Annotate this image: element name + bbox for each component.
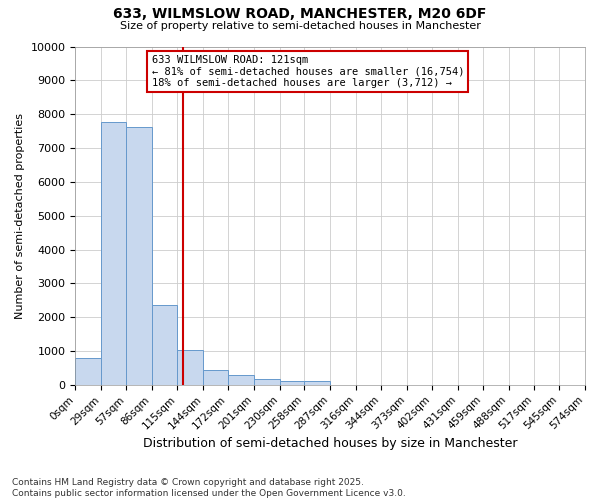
Bar (126, 127, 152, 385)
Bar (178, 350, 203, 385)
Bar (75, 358, 101, 385)
Text: 633 WILMSLOW ROAD: 121sqm
← 81% of semi-detached houses are smaller (16,754)
18%: 633 WILMSLOW ROAD: 121sqm ← 81% of semi-… (152, 55, 464, 88)
Bar (254, 379, 280, 385)
Text: Contains HM Land Registry data © Crown copyright and database right 2025.
Contai: Contains HM Land Registry data © Crown c… (12, 478, 406, 498)
Bar (152, 306, 178, 385)
Text: 633, WILMSLOW ROAD, MANCHESTER, M20 6DF: 633, WILMSLOW ROAD, MANCHESTER, M20 6DF (113, 8, 487, 22)
X-axis label: Distribution of semi-detached houses by size in Manchester: Distribution of semi-detached houses by … (143, 437, 517, 450)
Bar (101, 122, 126, 385)
Bar (280, 381, 304, 385)
Y-axis label: Number of semi-detached properties: Number of semi-detached properties (15, 112, 25, 318)
Bar (228, 375, 254, 385)
Bar (203, 370, 228, 385)
Bar (304, 381, 330, 385)
Text: Size of property relative to semi-detached houses in Manchester: Size of property relative to semi-detach… (119, 21, 481, 31)
